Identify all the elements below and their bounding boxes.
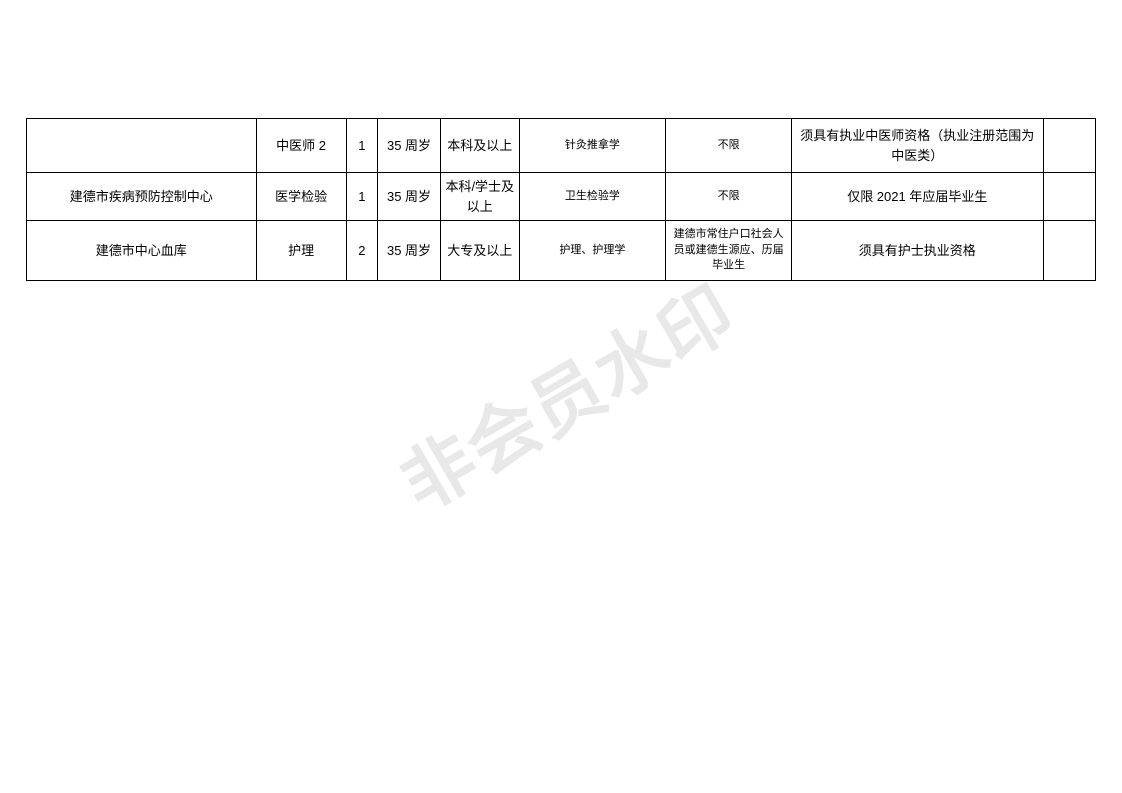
cell-age: 35 周岁 [378,119,441,173]
table-row: 建德市疾病预防控制中心 医学检验 1 35 周岁 本科/学士及以上 卫生检验学 … [27,173,1096,221]
cell-major: 护理、护理学 [519,221,666,281]
cell-scope: 建德市常住户口社会人员或建德生源应、历届毕业生 [666,221,792,281]
cell-count: 1 [346,119,377,173]
cell-major: 针灸推拿学 [519,119,666,173]
cell-org: 建德市疾病预防控制中心 [27,173,257,221]
table-row: 中医师 2 1 35 周岁 本科及以上 针灸推拿学 不限 须具有执业中医师资格（… [27,119,1096,173]
cell-position: 中医师 2 [256,119,346,173]
cell-age: 35 周岁 [378,221,441,281]
cell-note [1043,119,1095,173]
cell-requirement: 须具有护士执业资格 [792,221,1044,281]
cell-education: 本科及以上 [440,119,519,173]
cell-org: 建德市中心血库 [27,221,257,281]
cell-note [1043,221,1095,281]
cell-requirement: 须具有执业中医师资格（执业注册范围为中医类） [792,119,1044,173]
cell-education: 大专及以上 [440,221,519,281]
recruitment-table: 中医师 2 1 35 周岁 本科及以上 针灸推拿学 不限 须具有执业中医师资格（… [26,118,1096,281]
cell-scope: 不限 [666,119,792,173]
cell-count: 2 [346,221,377,281]
cell-scope: 不限 [666,173,792,221]
cell-org [27,119,257,173]
cell-requirement: 仅限 2021 年应届毕业生 [792,173,1044,221]
cell-major: 卫生检验学 [519,173,666,221]
watermark-text: 非会员水印 [379,255,752,531]
cell-note [1043,173,1095,221]
cell-age: 35 周岁 [378,173,441,221]
cell-position: 护理 [256,221,346,281]
recruitment-table-container: 中医师 2 1 35 周岁 本科及以上 针灸推拿学 不限 须具有执业中医师资格（… [26,118,1096,281]
table-row: 建德市中心血库 护理 2 35 周岁 大专及以上 护理、护理学 建德市常住户口社… [27,221,1096,281]
cell-education: 本科/学士及以上 [440,173,519,221]
cell-count: 1 [346,173,377,221]
cell-position: 医学检验 [256,173,346,221]
